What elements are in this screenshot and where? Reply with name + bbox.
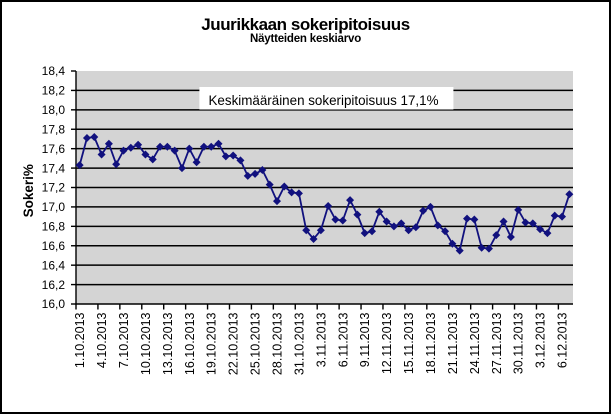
svg-text:17,2: 17,2 bbox=[42, 181, 66, 195]
svg-text:17,0: 17,0 bbox=[42, 200, 66, 214]
svg-text:Keskimääräinen sokeripitoisuus: Keskimääräinen sokeripitoisuus 17,1% bbox=[209, 93, 439, 108]
svg-text:28.10.2013: 28.10.2013 bbox=[270, 312, 284, 375]
svg-text:31.10.2013: 31.10.2013 bbox=[292, 312, 306, 375]
svg-text:16,8: 16,8 bbox=[42, 220, 66, 234]
svg-text:13.10.2013: 13.10.2013 bbox=[161, 312, 175, 375]
svg-text:18,0: 18,0 bbox=[42, 103, 66, 117]
svg-text:Näytteiden keskiarvo: Näytteiden keskiarvo bbox=[250, 33, 361, 45]
svg-text:21.11.2013: 21.11.2013 bbox=[446, 312, 460, 374]
svg-text:12.11.2013: 12.11.2013 bbox=[380, 312, 394, 374]
svg-text:16,0: 16,0 bbox=[42, 297, 66, 311]
svg-text:Sokeri%: Sokeri% bbox=[21, 164, 36, 217]
svg-text:16.10.2013: 16.10.2013 bbox=[183, 312, 197, 375]
svg-text:10.10.2013: 10.10.2013 bbox=[139, 312, 153, 375]
svg-text:4.10.2013: 4.10.2013 bbox=[95, 312, 109, 368]
svg-text:17,8: 17,8 bbox=[42, 122, 66, 136]
svg-text:7.10.2013: 7.10.2013 bbox=[117, 312, 131, 368]
svg-text:25.10.2013: 25.10.2013 bbox=[249, 312, 263, 375]
svg-text:16,6: 16,6 bbox=[42, 239, 66, 253]
svg-text:3.12.2013: 3.12.2013 bbox=[534, 312, 548, 368]
svg-text:3.11.2013: 3.11.2013 bbox=[314, 312, 328, 367]
svg-text:18,2: 18,2 bbox=[42, 84, 66, 98]
svg-text:24.11.2013: 24.11.2013 bbox=[468, 312, 482, 374]
svg-text:Juurikkaan sokeripitoisuus: Juurikkaan sokeripitoisuus bbox=[201, 15, 409, 34]
svg-text:30.11.2013: 30.11.2013 bbox=[512, 312, 526, 374]
svg-text:15.11.2013: 15.11.2013 bbox=[402, 312, 416, 374]
svg-text:17,4: 17,4 bbox=[42, 161, 66, 175]
svg-text:6.11.2013: 6.11.2013 bbox=[336, 312, 350, 367]
svg-text:18,4: 18,4 bbox=[42, 64, 66, 78]
svg-text:18.11.2013: 18.11.2013 bbox=[424, 312, 438, 374]
svg-text:22.10.2013: 22.10.2013 bbox=[227, 312, 241, 375]
svg-text:27.11.2013: 27.11.2013 bbox=[490, 312, 504, 374]
svg-text:9.11.2013: 9.11.2013 bbox=[358, 312, 372, 367]
svg-text:16,2: 16,2 bbox=[42, 278, 66, 292]
svg-text:1.10.2013: 1.10.2013 bbox=[73, 312, 87, 368]
svg-text:16,4: 16,4 bbox=[42, 258, 66, 272]
svg-text:19.10.2013: 19.10.2013 bbox=[205, 312, 219, 375]
svg-text:17,6: 17,6 bbox=[42, 142, 66, 156]
svg-text:6.12.2013: 6.12.2013 bbox=[556, 312, 570, 368]
